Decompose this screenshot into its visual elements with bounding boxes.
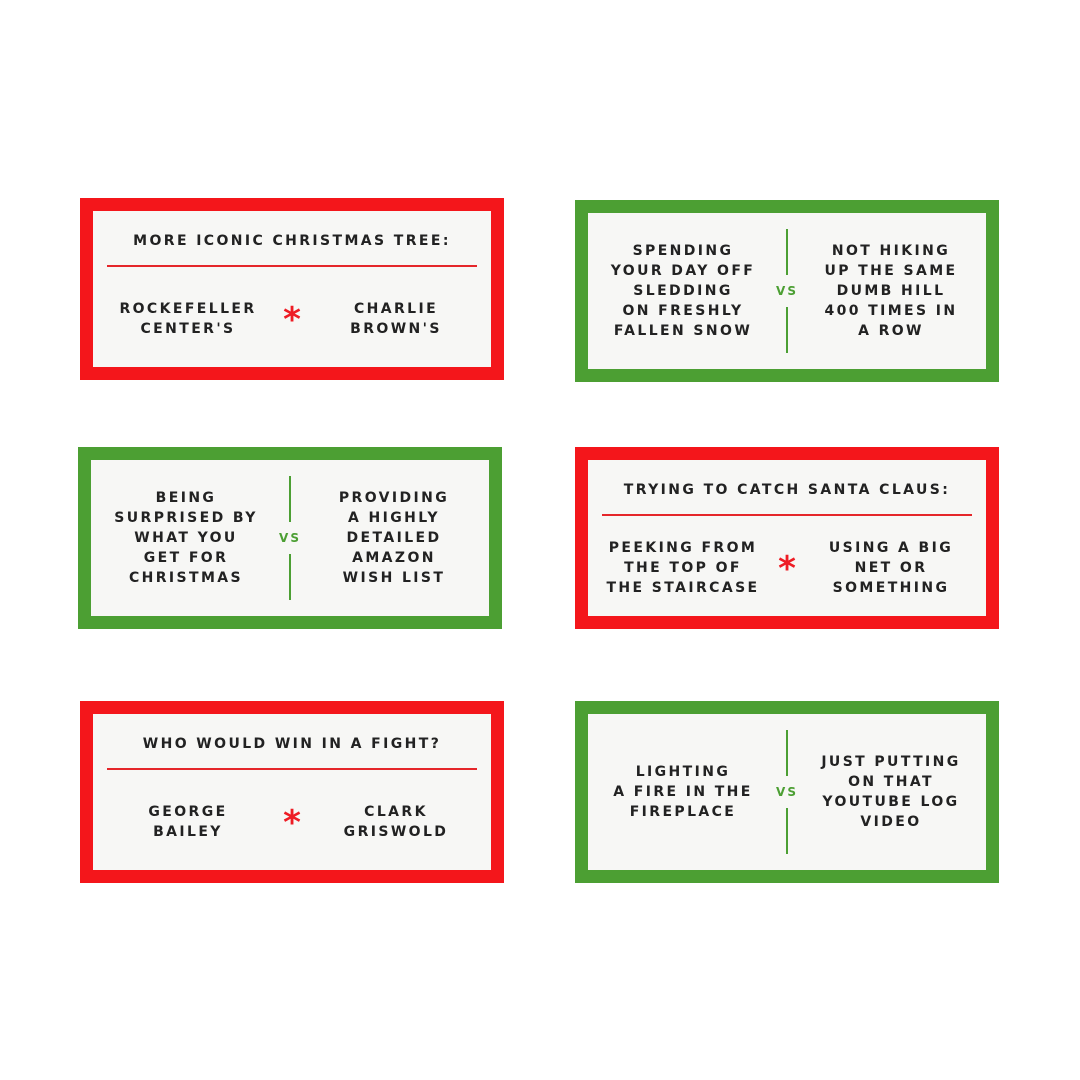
- asterisk-icon: *: [778, 549, 796, 589]
- divider-line: [786, 730, 788, 776]
- option-left: BEING SURPRISED BY WHAT YOU GET FOR CHRI…: [114, 490, 258, 586]
- versus-card-1: SPENDING YOUR DAY OFF SLEDDING ON FRESHL…: [575, 200, 999, 382]
- versus-card-2: BEING SURPRISED BY WHAT YOU GET FOR CHRI…: [78, 447, 502, 629]
- option-left: GEORGE BAILEY: [148, 804, 228, 840]
- divider-line: [289, 554, 291, 600]
- asterisk-icon: *: [283, 300, 301, 340]
- vs-label: VS: [279, 531, 301, 545]
- versus-card-3: LIGHTING A FIRE IN THE FIREPLACE VS JUST…: [575, 701, 999, 883]
- card-title: WHO WOULD WIN IN A FIGHT?: [142, 736, 442, 752]
- option-right: PROVIDING A HIGHLY DETAILED AMAZON WISH …: [338, 490, 450, 586]
- asterisk-icon: *: [283, 803, 301, 843]
- vs-label: VS: [776, 785, 798, 799]
- option-left: LIGHTING A FIRE IN THE FIREPLACE: [613, 764, 753, 820]
- option-right: CLARK GRISWOLD: [343, 804, 449, 840]
- option-right: USING A BIG NET OR SOMETHING: [828, 540, 954, 596]
- option-right: CHARLIE BROWN'S: [350, 301, 442, 337]
- card-title: TRYING TO CATCH SANTA CLAUS:: [623, 482, 951, 498]
- question-card-2: TRYING TO CATCH SANTA CLAUS: PEEKING FRO…: [575, 447, 999, 629]
- divider-line: [107, 768, 477, 770]
- divider-line: [107, 265, 477, 267]
- divider-line: [289, 476, 291, 522]
- divider-line: [786, 229, 788, 275]
- vs-label: VS: [776, 284, 798, 298]
- divider-line: [786, 808, 788, 854]
- divider-line: [786, 307, 788, 353]
- divider-line: [602, 514, 972, 516]
- question-card-3: WHO WOULD WIN IN A FIGHT? GEORGE BAILEY …: [80, 701, 504, 883]
- question-card-1: MORE ICONIC CHRISTMAS TREE: ROCKEFELLER …: [80, 198, 504, 380]
- card-title: MORE ICONIC CHRISTMAS TREE:: [133, 233, 451, 249]
- option-left: PEEKING FROM THE TOP OF THE STAIRCASE: [606, 540, 760, 596]
- option-left: ROCKEFELLER CENTER'S: [119, 301, 257, 337]
- option-right: JUST PUTTING ON THAT YOUTUBE LOG VIDEO: [821, 754, 961, 830]
- option-left: SPENDING YOUR DAY OFF SLEDDING ON FRESHL…: [610, 243, 756, 339]
- option-right: NOT HIKING UP THE SAME DUMB HILL 400 TIM…: [824, 243, 958, 339]
